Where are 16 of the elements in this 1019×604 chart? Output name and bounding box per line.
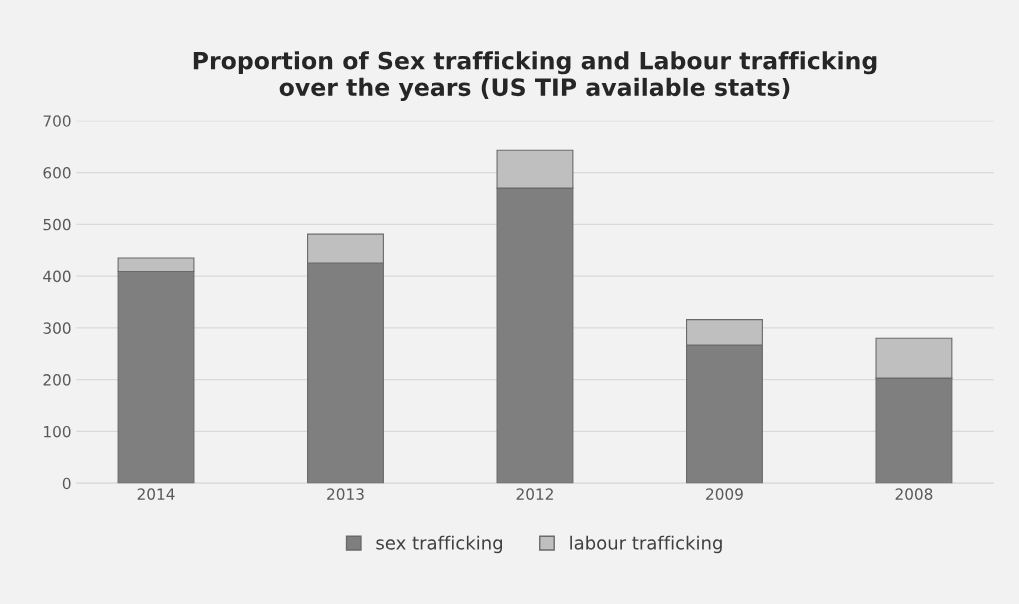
legend-label: sex trafficking (376, 535, 502, 554)
x-tick-label: 2008 (895, 488, 933, 500)
x-tick-label: 2012 (516, 488, 553, 500)
legend-label: labour trafficking (570, 535, 722, 554)
x-tick-label: 2009 (706, 488, 743, 500)
x-tick-label: 2014 (137, 488, 175, 500)
y-tick-label: 700 (43, 115, 71, 127)
y-tick-label: 100 (44, 425, 71, 438)
y-tick-label: 300 (43, 322, 71, 334)
y-tick-label: 600 (43, 167, 71, 179)
y-tick-label: 500 (43, 218, 71, 231)
y-tick-label: 0 (62, 477, 71, 490)
x-tick-label: 2013 (327, 488, 364, 500)
y-tick-label: 200 (43, 374, 71, 386)
y-tick-label: 400 (43, 270, 71, 283)
chart-title: Proportion of Sex trafficking and Labour trafficking over the years (US TIP available stats) (193, 51, 877, 101)
